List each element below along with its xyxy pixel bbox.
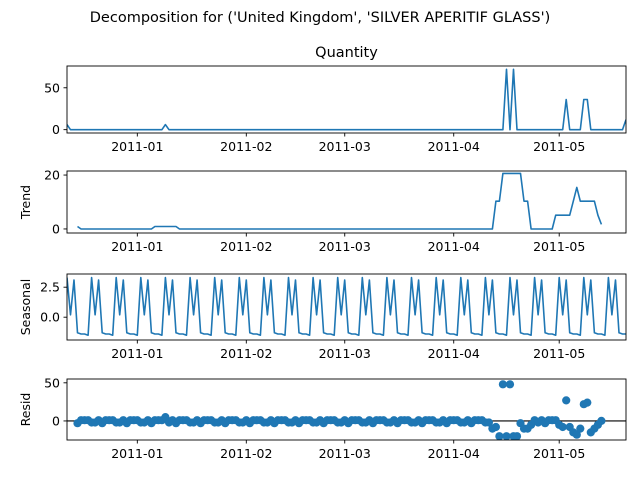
panel-plot-area-seasonal bbox=[67, 276, 626, 337]
figure-suptitle: Decomposition for ('United Kingdom', 'SI… bbox=[90, 10, 550, 26]
panel-title-quantity: Quantity bbox=[315, 45, 378, 61]
panel-plot-area-resid bbox=[67, 380, 626, 440]
x-tick-label: 2011-05 bbox=[533, 446, 585, 461]
x-tick-label: 2011-02 bbox=[220, 346, 272, 361]
x-tick-label: 2011-04 bbox=[428, 446, 480, 461]
panel-resid: 0 50 2011-01 2011-02 2011-03 2011-04 2011-05 Re… bbox=[18, 375, 627, 461]
resid-point bbox=[572, 430, 581, 439]
x-tick-label: 2011-01 bbox=[111, 139, 163, 154]
panel-frame-quantity bbox=[66, 65, 627, 134]
panel-plot-area-trend bbox=[77, 172, 603, 230]
resid-point bbox=[583, 398, 592, 407]
x-tick-label: 2011-05 bbox=[533, 239, 585, 254]
x-tick-label: 2011-01 bbox=[111, 446, 163, 461]
y-tick-label: 2.5 bbox=[40, 280, 60, 295]
resid-point bbox=[576, 424, 585, 433]
y-tick-label: 0.0 bbox=[40, 310, 60, 325]
x-tick-label: 2011-04 bbox=[428, 346, 480, 361]
y-tick-label: 0 bbox=[52, 413, 60, 428]
resid-point bbox=[491, 422, 500, 432]
quantity-series-line bbox=[67, 68, 626, 131]
x-tick-label: 2011-05 bbox=[533, 139, 585, 154]
resid-point bbox=[502, 432, 511, 440]
panel-plot-area-quantity bbox=[67, 68, 626, 131]
x-tick-label: 2011-03 bbox=[319, 139, 371, 154]
panel-ylabel-seasonal: Seasonal bbox=[18, 279, 33, 336]
y-tick-label: 50 bbox=[44, 375, 60, 390]
panel-frame-trend bbox=[66, 170, 627, 234]
seasonal-series-line bbox=[67, 276, 626, 337]
x-tick-label: 2011-02 bbox=[220, 239, 272, 254]
panel-trend: 0 20 2011-01 2011-02 2011-03 2011-04 2011-05 Tr… bbox=[18, 168, 627, 254]
resid-point bbox=[484, 418, 493, 427]
resid-point bbox=[562, 396, 571, 405]
x-tick-label: 2011-05 bbox=[533, 346, 585, 361]
x-tick-label: 2011-03 bbox=[319, 346, 371, 361]
resid-point bbox=[597, 416, 606, 425]
panel-ylabel-resid: Resid bbox=[18, 393, 33, 427]
trend-series-line bbox=[77, 172, 603, 230]
panels-group: 0 50 2011-01 2011-02 2011-03 2011-04 2011-05 Qu… bbox=[18, 45, 627, 461]
panel-frame-seasonal bbox=[66, 273, 627, 341]
panel-frame-resid bbox=[66, 378, 627, 441]
x-tick-label: 2011-04 bbox=[428, 139, 480, 154]
x-tick-label: 2011-04 bbox=[428, 239, 480, 254]
resid-point bbox=[495, 432, 504, 440]
panel-quantity: 0 50 2011-01 2011-02 2011-03 2011-04 2011-05 Qu… bbox=[44, 45, 627, 154]
y-tick-label: 20 bbox=[44, 168, 60, 183]
panel-ylabel-trend: Trend bbox=[18, 185, 33, 220]
y-tick-label: 50 bbox=[44, 80, 60, 95]
resid-point bbox=[498, 380, 507, 389]
x-tick-label: 2011-02 bbox=[220, 446, 272, 461]
resid-point bbox=[558, 422, 567, 432]
resid-point bbox=[505, 380, 515, 389]
y-tick-label: 0 bbox=[52, 221, 60, 236]
x-tick-label: 2011-02 bbox=[220, 139, 272, 154]
x-tick-label: 2011-03 bbox=[319, 239, 371, 254]
resid-point bbox=[512, 432, 522, 440]
x-tick-label: 2011-01 bbox=[111, 346, 163, 361]
x-tick-label: 2011-03 bbox=[319, 446, 371, 461]
y-tick-label: 0 bbox=[52, 122, 60, 137]
x-tick-label: 2011-01 bbox=[111, 239, 163, 254]
panel-seasonal: 0.0 2.5 2011-01 2011-02 2011-03 2011-04 2011-0… bbox=[18, 273, 627, 361]
